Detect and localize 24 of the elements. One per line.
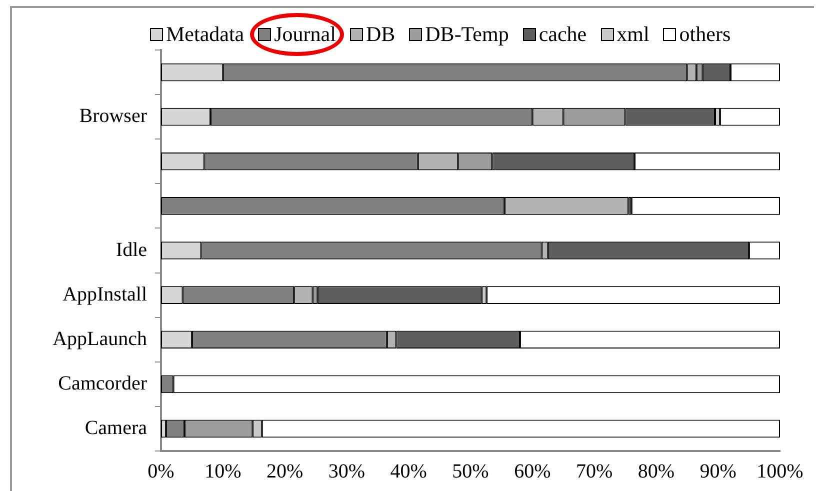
x-tick-label: 10% [204, 460, 242, 482]
x-tick-label: 100% [756, 460, 804, 482]
legend-label: DB [366, 22, 396, 47]
x-tick-label: 90% [700, 460, 736, 482]
x-tick-label: 30% [328, 460, 366, 482]
x-tick-label: 70% [576, 460, 613, 482]
series-label: others [679, 22, 731, 47]
legend-label: xml [616, 22, 650, 47]
legend-label: cache [538, 22, 587, 47]
x-tick-label: 0% [148, 460, 174, 482]
x-tick-label: 20% [266, 460, 304, 482]
legend-label: Journal [274, 22, 336, 47]
x-tick-label: 40% [390, 460, 427, 482]
x-tick-label: 50% [452, 460, 489, 482]
y-tick-label: Camcorder [58, 372, 148, 394]
x-tick-label: 60% [514, 460, 551, 482]
y-tick-label: AppLaunch [52, 328, 147, 350]
x-tick-label: 80% [638, 460, 675, 482]
legend-label: DB-Temp [425, 22, 509, 47]
y-tick-label: Browser [79, 105, 148, 128]
y-tick-label: Idle [116, 238, 148, 261]
legend-label: Metadata [166, 22, 244, 47]
y-tick-label: AppInstall [62, 283, 148, 306]
y-tick-label: Camera [84, 416, 148, 439]
